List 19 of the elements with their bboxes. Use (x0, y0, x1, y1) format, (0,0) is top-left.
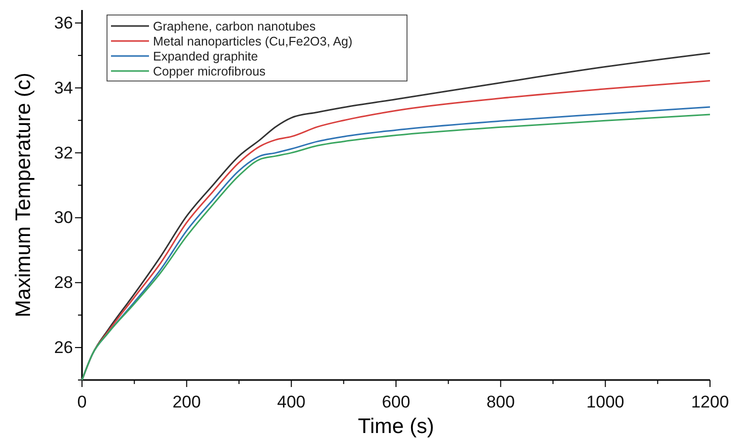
y-tick-label: 30 (54, 208, 73, 228)
y-tick-label: 36 (54, 13, 73, 32)
y-tick-label: 26 (54, 338, 73, 357)
x-tick-label: 0 (77, 392, 87, 412)
legend-label: Copper microfibrous (153, 64, 266, 78)
x-tick-label: 1000 (586, 392, 624, 412)
x-tick-label: 1200 (691, 392, 729, 412)
y-tick-label: 34 (54, 78, 73, 98)
legend-label: Metal nanoparticles (Cu,Fe2O3, Ag) (153, 34, 352, 48)
y-tick-label: 32 (54, 143, 73, 162)
legend-label: Expanded graphite (153, 50, 258, 64)
x-tick-label: 400 (277, 392, 306, 412)
x-tick-label: 600 (382, 392, 410, 412)
y-axis-title: Maximum Temperature (c) (12, 72, 35, 318)
x-tick-label: 200 (172, 392, 201, 412)
x-tick-label: 800 (486, 392, 515, 412)
y-tick-label: 28 (54, 273, 73, 292)
legend-label: Graphene, carbon nanotubes (153, 20, 316, 34)
x-axis-title: Time (s) (358, 415, 434, 438)
